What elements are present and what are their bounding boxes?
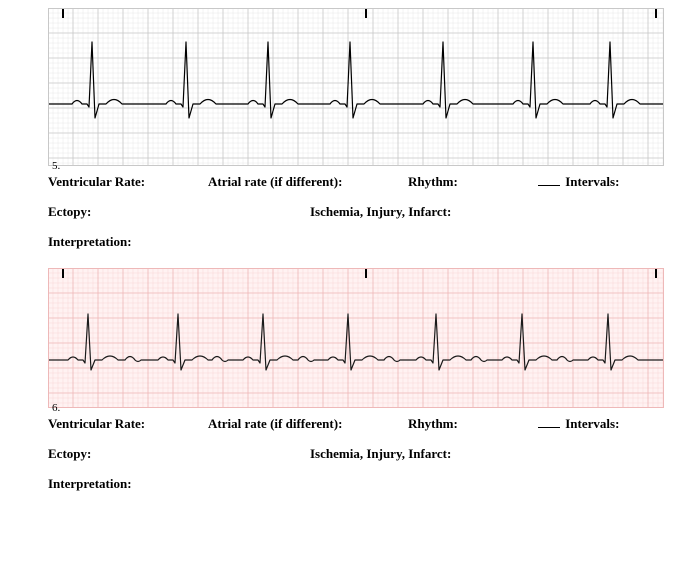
blank-line — [538, 185, 560, 186]
label-interpretation: Interpretation: — [48, 234, 132, 249]
label-intervals: Intervals: — [565, 416, 619, 431]
ecg-svg-6 — [48, 268, 664, 408]
label-ectopy: Ectopy: — [48, 204, 310, 220]
fields-6: Ventricular Rate: Atrial rate (if differ… — [48, 416, 680, 492]
blank-line — [538, 427, 560, 428]
label-ventricular-rate: Ventricular Rate: — [48, 416, 208, 432]
ecg-chart-6: 6. — [48, 268, 680, 408]
question-number: 5. — [52, 160, 60, 172]
ecg-svg-5 — [48, 8, 664, 166]
label-ischemia: Ischemia, Injury, Infarct: — [310, 446, 451, 462]
label-rhythm: Rhythm: — [408, 416, 538, 432]
label-rhythm: Rhythm: — [408, 174, 538, 190]
label-intervals: Intervals: — [565, 174, 619, 189]
ecg-chart-5: 5. — [48, 8, 680, 166]
label-ventricular-rate: Ventricular Rate: — [48, 174, 208, 190]
label-ischemia: Ischemia, Injury, Infarct: — [310, 204, 451, 220]
question-block-5: 5. Ventricular Rate: Atrial rate (if dif… — [48, 8, 680, 250]
label-atrial-rate: Atrial rate (if different): — [208, 416, 408, 432]
label-atrial-rate: Atrial rate (if different): — [208, 174, 408, 190]
question-block-6: 6. Ventricular Rate: Atrial rate (if dif… — [48, 268, 680, 492]
fields-5: Ventricular Rate: Atrial rate (if differ… — [48, 174, 680, 250]
question-number: 6. — [52, 402, 60, 414]
label-ectopy: Ectopy: — [48, 446, 310, 462]
label-interpretation: Interpretation: — [48, 476, 132, 491]
